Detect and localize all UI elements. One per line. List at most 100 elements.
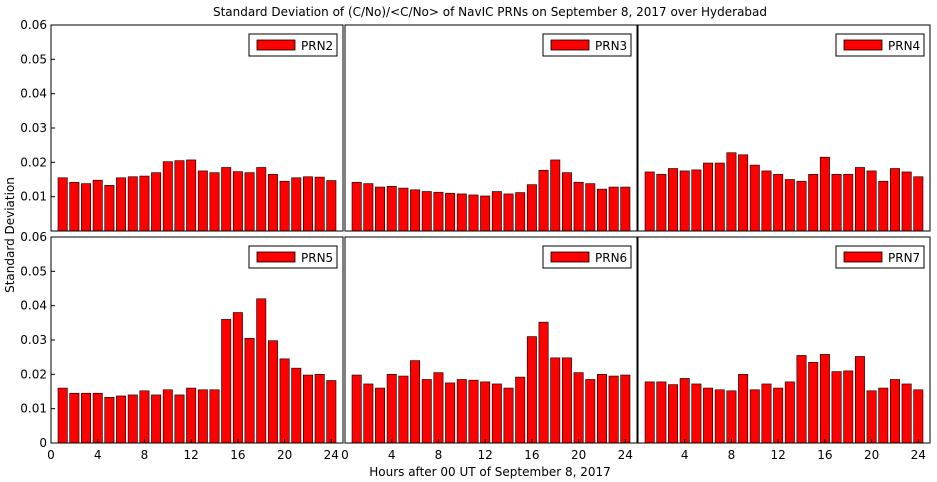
bar-prn4-hour-10 bbox=[749, 164, 760, 232]
bar-prn2-hour-21 bbox=[291, 177, 302, 232]
bar-prn2-hour-7 bbox=[127, 176, 138, 232]
bar-prn2-hour-4 bbox=[92, 179, 103, 232]
bar-prn2-hour-10 bbox=[162, 161, 173, 232]
bar-prn6-hour-12 bbox=[480, 381, 491, 444]
bar-prn6-hour-10 bbox=[456, 379, 467, 444]
bar-prn4-hour-7 bbox=[714, 162, 725, 232]
bar-prn7-hour-11 bbox=[761, 383, 772, 444]
bar-prn7-hour-14 bbox=[796, 355, 807, 444]
x-tick-label-prn5: 20 bbox=[277, 448, 292, 462]
bar-prn3-hour-1 bbox=[351, 181, 362, 232]
y-tick-label-prn5: 0.05 bbox=[20, 264, 47, 278]
bar-prn5-hour-5 bbox=[104, 397, 115, 444]
bar-prn6-hour-23 bbox=[608, 375, 619, 444]
bar-prn6-hour-15 bbox=[515, 376, 526, 444]
bar-prn7-hour-9 bbox=[738, 374, 749, 444]
bar-prn5-hour-21 bbox=[291, 367, 302, 444]
panel-frame-prn3 bbox=[344, 24, 638, 232]
bar-prn5-hour-3 bbox=[81, 392, 92, 444]
bar-prn6-hour-13 bbox=[491, 383, 502, 444]
y-tick-label-prn5: 0.04 bbox=[20, 299, 47, 313]
panels-grid: 0.01 0.02 0.03 0.04 0.05 0.06 PRN2 PRN3 PRN4 0 0.0… bbox=[20, 18, 931, 462]
bar-prn4-hour-6 bbox=[703, 162, 714, 232]
bar-prn4-hour-15 bbox=[808, 174, 819, 232]
x-tick-label-prn5: 4 bbox=[94, 448, 102, 462]
bar-prn4-hour-11 bbox=[761, 170, 772, 232]
x-tick-label-prn5: 0 bbox=[47, 448, 55, 462]
bar-prn4-hour-4 bbox=[679, 170, 690, 232]
bar-prn4-hour-14 bbox=[796, 180, 807, 232]
bar-prn2-hour-18 bbox=[256, 167, 267, 232]
legend-swatch-prn2 bbox=[256, 39, 296, 51]
panel-prn7: 4 8 12 16 20 24 PRN7 bbox=[637, 236, 931, 462]
bar-prn6-hour-24 bbox=[620, 374, 631, 444]
bar-prn2-hour-24 bbox=[326, 180, 337, 232]
bar-prn2-hour-2 bbox=[69, 181, 80, 232]
bar-prn3-hour-13 bbox=[491, 191, 502, 232]
figure-title: Standard Deviation of (C/No)/<C/No> of N… bbox=[213, 5, 767, 19]
bar-prn6-hour-18 bbox=[550, 357, 561, 444]
bar-prn2-hour-8 bbox=[139, 175, 150, 232]
bar-prn3-hour-17 bbox=[538, 169, 549, 232]
bar-prn6-hour-4 bbox=[386, 374, 397, 444]
bar-prn7-hour-12 bbox=[773, 387, 784, 444]
legend-swatch-prn3 bbox=[550, 39, 590, 51]
legend-label-prn7: PRN7 bbox=[888, 251, 920, 265]
panel-frame-prn7 bbox=[637, 236, 931, 444]
bar-prn5-hour-12 bbox=[186, 387, 197, 444]
y-tick-label-prn2: 0.01 bbox=[20, 190, 47, 204]
bar-prn3-hour-24 bbox=[620, 186, 631, 232]
y-tick-label-prn5: 0 bbox=[39, 436, 47, 450]
legend-swatch-prn7 bbox=[843, 251, 883, 263]
bar-prn6-hour-1 bbox=[351, 374, 362, 444]
bar-prn3-hour-4 bbox=[386, 186, 397, 232]
panel-prn6: 0 4 8 12 16 20 24 PRN6 bbox=[341, 236, 638, 462]
x-axis-label: Hours after 00 UT of September 8, 2017 bbox=[369, 465, 611, 479]
bar-prn6-hour-21 bbox=[585, 379, 596, 444]
bar-prn3-hour-16 bbox=[526, 184, 537, 232]
bar-prn3-hour-18 bbox=[550, 159, 561, 232]
legend-swatch-prn4 bbox=[843, 39, 883, 51]
bar-prn5-hour-4 bbox=[92, 392, 103, 444]
bar-prn5-hour-19 bbox=[267, 340, 278, 444]
bar-prn2-hour-6 bbox=[116, 177, 127, 232]
y-tick-label-prn5: 0.01 bbox=[20, 402, 47, 416]
bar-prn7-hour-10 bbox=[749, 389, 760, 444]
bar-prn2-hour-16 bbox=[232, 171, 243, 232]
bar-prn7-hour-21 bbox=[878, 387, 889, 444]
panel-prn2: 0.01 0.02 0.03 0.04 0.05 0.06 PRN2 bbox=[20, 18, 344, 232]
bar-prn4-hour-9 bbox=[738, 154, 749, 232]
bar-prn3-hour-5 bbox=[398, 187, 409, 232]
bar-prn3-hour-8 bbox=[433, 191, 444, 232]
bar-prn4-hour-21 bbox=[878, 180, 889, 232]
y-tick-label-prn2: 0.06 bbox=[20, 18, 47, 32]
bar-prn3-hour-10 bbox=[456, 193, 467, 232]
bar-prn7-hour-22 bbox=[889, 379, 900, 444]
bar-prn3-hour-12 bbox=[480, 195, 491, 232]
bar-prn2-hour-5 bbox=[104, 185, 115, 232]
bar-prn3-hour-14 bbox=[503, 193, 514, 232]
bar-prn7-hour-23 bbox=[901, 383, 912, 444]
x-tick-label-prn7: 24 bbox=[911, 448, 926, 462]
bar-prn6-hour-3 bbox=[375, 387, 386, 444]
bar-prn5-hour-14 bbox=[209, 389, 220, 444]
bar-prn5-hour-20 bbox=[279, 358, 290, 444]
bar-prn6-hour-5 bbox=[398, 375, 409, 444]
bar-prn3-hour-2 bbox=[363, 183, 374, 232]
bar-prn7-hour-2 bbox=[656, 381, 667, 444]
bar-prn7-hour-17 bbox=[831, 371, 842, 444]
bar-prn7-hour-20 bbox=[866, 390, 877, 444]
bar-prn3-hour-23 bbox=[608, 186, 619, 232]
bar-prn7-hour-5 bbox=[691, 383, 702, 444]
legend-label-prn4: PRN4 bbox=[888, 39, 920, 53]
y-tick-label-prn2: 0.05 bbox=[20, 52, 47, 66]
bar-prn6-hour-17 bbox=[538, 321, 549, 444]
bar-prn5-hour-24 bbox=[326, 380, 337, 444]
bar-prn7-hour-19 bbox=[854, 356, 865, 444]
bar-prn4-hour-18 bbox=[843, 174, 854, 232]
x-tick-label-prn6: 8 bbox=[435, 448, 443, 462]
legend-label-prn6: PRN6 bbox=[595, 251, 627, 265]
y-axis-label: Standard Deviation bbox=[3, 177, 17, 293]
bar-prn2-hour-23 bbox=[314, 176, 325, 232]
